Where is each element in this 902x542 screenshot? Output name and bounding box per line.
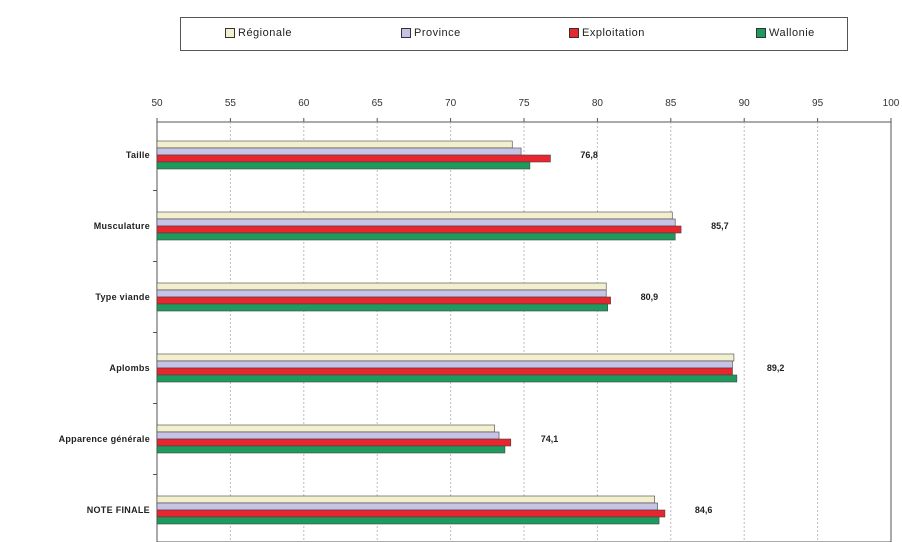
bar: [156, 495, 655, 504]
x-tick-label: 60: [298, 98, 310, 109]
bar: [156, 438, 512, 447]
bar: [156, 445, 506, 454]
bar: [156, 431, 500, 440]
legend-item-province: Province: [401, 27, 461, 39]
x-tick-label: 70: [445, 98, 457, 109]
data-label: 84,6: [695, 505, 713, 515]
bar: [156, 516, 660, 525]
bar: [156, 367, 733, 376]
category-label: NOTE FINALE: [87, 505, 150, 515]
data-label: 89,2: [767, 363, 785, 373]
bar: [156, 282, 607, 291]
bar: [156, 161, 531, 170]
x-tick-label: 90: [739, 98, 751, 109]
category-label: Aplombs: [109, 363, 150, 373]
bar: [156, 154, 551, 163]
x-tick-label: 80: [592, 98, 604, 109]
bar: [156, 424, 495, 433]
x-tick-label: 100: [883, 98, 900, 109]
legend-swatch-province: [401, 28, 411, 38]
category-label: Type viande: [95, 292, 150, 302]
bar: [156, 360, 733, 369]
data-label: 80,9: [641, 292, 659, 302]
legend-swatch-regionale: [225, 28, 235, 38]
legend-item-regionale: Régionale: [225, 27, 292, 39]
category-label: Musculature: [94, 221, 150, 231]
x-tick-label: 55: [225, 98, 237, 109]
legend-item-exploitation: Exploitation: [569, 27, 645, 39]
bar: [156, 225, 682, 234]
bar: [156, 296, 611, 305]
legend-swatch-exploitation: [569, 28, 579, 38]
bar: [156, 140, 513, 149]
category-label: Apparence générale: [59, 434, 150, 444]
legend-swatch-wallonie: [756, 28, 766, 38]
x-tick-label: 75: [518, 98, 530, 109]
bar: [156, 353, 735, 362]
bar: [156, 211, 673, 220]
legend-label-regionale: Régionale: [238, 27, 293, 39]
bar: [156, 303, 608, 312]
data-label: 74,1: [541, 434, 559, 444]
x-tick-label: 50: [151, 98, 163, 109]
legend: Régionale Province Exploitation Wallonie: [180, 17, 848, 51]
bar: [156, 147, 522, 156]
legend-label-wallonie: Wallonie: [769, 27, 815, 39]
x-tick-label: 85: [665, 98, 677, 109]
legend-item-wallonie: Wallonie: [756, 27, 815, 39]
bar: [156, 374, 738, 383]
data-label: 85,7: [711, 221, 729, 231]
bar: [156, 502, 658, 511]
bar: [156, 232, 676, 241]
x-tick-label: 65: [372, 98, 384, 109]
legend-label-exploitation: Exploitation: [582, 27, 645, 39]
bar: [156, 509, 666, 518]
data-label: 76,8: [580, 150, 598, 160]
x-tick-label: 95: [812, 98, 824, 109]
bar: [156, 218, 676, 227]
legend-label-province: Province: [414, 27, 461, 39]
bar: [156, 289, 607, 298]
category-label: Taille: [126, 150, 150, 160]
